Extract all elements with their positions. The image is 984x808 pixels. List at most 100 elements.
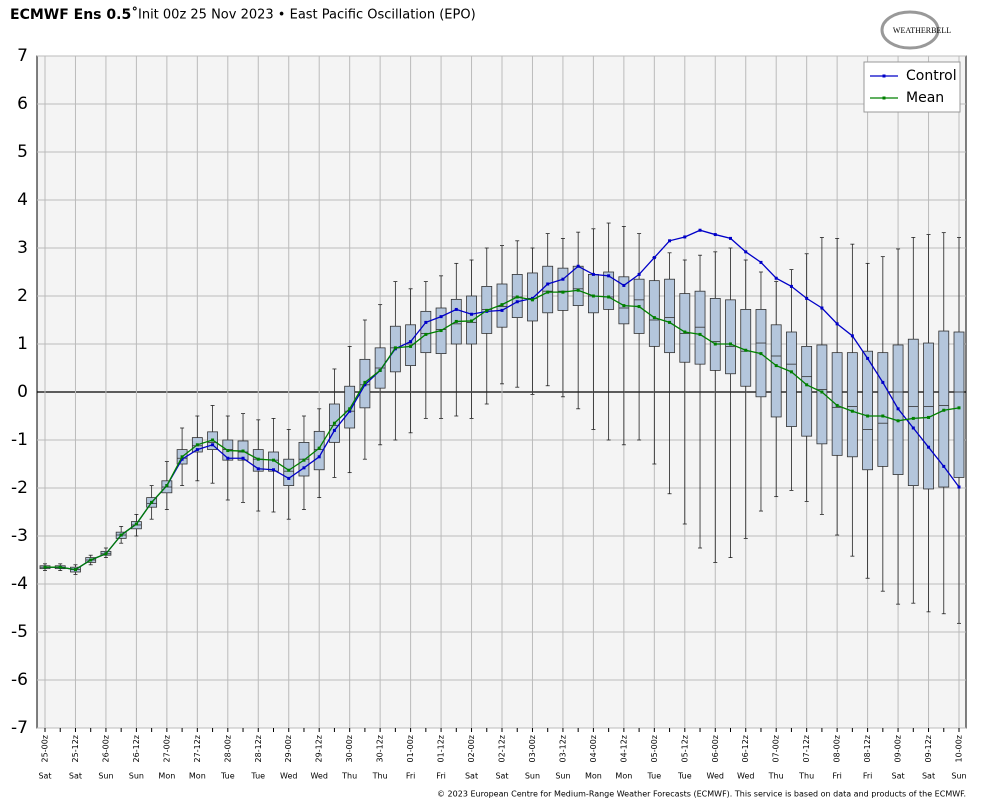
series-marker xyxy=(226,456,230,460)
series-marker xyxy=(652,316,656,320)
box xyxy=(953,331,965,478)
box xyxy=(420,310,432,354)
x-tick-label: 29-00z xyxy=(284,735,293,762)
series-marker xyxy=(622,304,626,308)
series-marker xyxy=(835,403,839,407)
series-marker xyxy=(195,443,199,447)
series-marker xyxy=(866,414,870,418)
legend-box xyxy=(863,61,961,113)
series-marker xyxy=(363,380,367,384)
x-day-label: Sat xyxy=(892,772,905,781)
x-day-label: Thu xyxy=(372,772,388,781)
box xyxy=(588,273,599,314)
series-marker xyxy=(393,346,397,350)
series-marker xyxy=(729,236,732,240)
y-tick-label: 2 xyxy=(17,286,28,306)
box xyxy=(603,271,615,310)
series-marker xyxy=(287,476,291,480)
series-marker xyxy=(896,407,900,411)
series-marker xyxy=(881,380,885,384)
series-marker xyxy=(409,344,413,348)
series-marker xyxy=(485,308,489,312)
x-tick-label: 03-12z xyxy=(558,735,567,762)
x-tick-label: 25-12z xyxy=(71,735,80,762)
series-marker xyxy=(957,485,961,489)
series-marker xyxy=(332,421,336,425)
series-marker xyxy=(317,455,321,459)
series-marker xyxy=(211,438,215,442)
series-marker xyxy=(927,445,931,449)
series-marker xyxy=(454,319,458,323)
series-marker xyxy=(668,239,672,243)
x-tick-label: 26-00z xyxy=(101,735,110,762)
series-marker xyxy=(576,288,580,292)
x-tick-label: 09-00z xyxy=(894,735,903,762)
box xyxy=(709,297,721,371)
series-marker xyxy=(256,467,260,471)
x-day-label: Wed xyxy=(737,772,754,781)
series-marker xyxy=(561,290,565,294)
y-tick-label: 4 xyxy=(17,190,28,210)
series-marker xyxy=(911,426,915,430)
x-tick-label: 02-12z xyxy=(498,735,507,762)
series-marker xyxy=(759,352,763,356)
box xyxy=(664,278,675,354)
series-marker xyxy=(241,449,245,453)
series-marker xyxy=(927,415,931,419)
series-marker xyxy=(43,565,47,569)
box xyxy=(542,265,554,314)
series-marker xyxy=(439,315,443,319)
logo: WEATHERBELL xyxy=(893,26,951,35)
series-marker xyxy=(241,456,245,460)
x-tick-label: 05-12z xyxy=(680,735,689,762)
series-marker xyxy=(180,457,184,461)
y-tick-label: -7 xyxy=(11,718,28,738)
series-marker xyxy=(820,306,824,310)
x-tick-label: 25-00z xyxy=(41,735,50,762)
x-day-label: Thu xyxy=(798,772,814,781)
y-tick-label: 6 xyxy=(17,94,28,114)
series-marker xyxy=(607,274,611,278)
legend-marker xyxy=(882,96,886,100)
x-day-label: Sun xyxy=(98,772,113,781)
chart-title: ECMWF Ens 0.5˚ xyxy=(10,6,138,23)
series-marker xyxy=(789,284,793,288)
y-tick-label: -2 xyxy=(11,478,28,498)
x-tick-label: 10-00z xyxy=(955,735,964,762)
x-day-label: Mon xyxy=(158,772,175,781)
series-marker xyxy=(195,448,199,452)
series-marker xyxy=(896,419,900,423)
box xyxy=(283,458,295,487)
x-tick-label: 28-12z xyxy=(254,735,263,762)
series-marker xyxy=(104,552,108,556)
x-day-label: Thu xyxy=(341,772,357,781)
x-day-label: Wed xyxy=(310,772,327,781)
x-day-label: Sat xyxy=(922,772,935,781)
series-marker xyxy=(348,407,352,411)
series-marker xyxy=(957,406,961,410)
box xyxy=(862,350,873,471)
x-day-label: Sat xyxy=(69,772,82,781)
x-tick-label: 06-00z xyxy=(711,735,720,762)
series-marker xyxy=(774,364,778,368)
box xyxy=(786,331,797,427)
series-marker xyxy=(302,458,306,462)
x-tick-label: 05-00z xyxy=(650,735,659,762)
series-marker xyxy=(881,414,885,418)
x-tick-label: 27-12z xyxy=(193,735,202,762)
x-tick-label: 04-00z xyxy=(589,735,598,762)
series-marker xyxy=(150,500,154,504)
series-marker xyxy=(668,320,672,324)
x-day-label: Mon xyxy=(585,772,602,781)
series-marker xyxy=(744,250,748,254)
series-marker xyxy=(226,449,230,453)
box xyxy=(344,385,356,429)
series-marker xyxy=(165,484,169,488)
series-marker xyxy=(607,295,611,299)
x-day-label: Fri xyxy=(832,772,842,781)
y-tick-label: -3 xyxy=(11,526,28,546)
x-tick-label: 01-00z xyxy=(406,735,415,762)
series-marker xyxy=(424,332,428,336)
series-marker xyxy=(546,282,550,286)
series-marker xyxy=(698,228,702,232)
